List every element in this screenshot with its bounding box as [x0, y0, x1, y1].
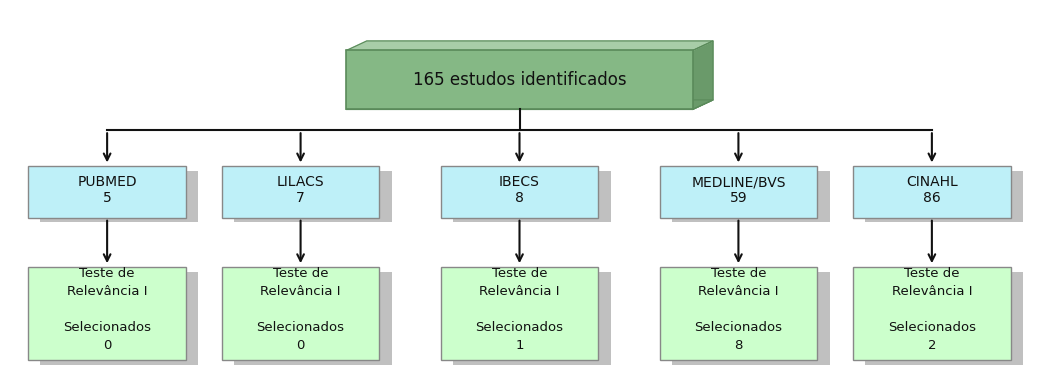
FancyBboxPatch shape [865, 272, 1023, 365]
FancyBboxPatch shape [234, 272, 392, 365]
FancyBboxPatch shape [453, 272, 611, 365]
Text: Teste de
Relevância I

Selecionados
2: Teste de Relevância I Selecionados 2 [888, 267, 976, 352]
Text: IBECS
8: IBECS 8 [499, 175, 540, 205]
Text: LILACS
7: LILACS 7 [276, 175, 324, 205]
Text: 165 estudos identificados: 165 estudos identificados [412, 71, 627, 89]
Text: Teste de
Relevância I

Selecionados
1: Teste de Relevância I Selecionados 1 [476, 267, 563, 352]
FancyBboxPatch shape [441, 267, 598, 360]
FancyBboxPatch shape [453, 171, 611, 222]
FancyBboxPatch shape [660, 267, 818, 360]
FancyBboxPatch shape [28, 267, 186, 360]
Text: Teste de
Relevância I

Selecionados
0: Teste de Relevância I Selecionados 0 [257, 267, 345, 352]
FancyBboxPatch shape [865, 171, 1023, 222]
FancyBboxPatch shape [28, 166, 186, 218]
Text: PUBMED
5: PUBMED 5 [77, 175, 137, 205]
FancyBboxPatch shape [441, 166, 598, 218]
FancyBboxPatch shape [41, 272, 198, 365]
FancyBboxPatch shape [660, 166, 818, 218]
FancyBboxPatch shape [221, 267, 379, 360]
Text: Teste de
Relevância I

Selecionados
8: Teste de Relevância I Selecionados 8 [694, 267, 782, 352]
FancyBboxPatch shape [346, 50, 693, 109]
FancyBboxPatch shape [234, 171, 392, 222]
FancyBboxPatch shape [221, 166, 379, 218]
Polygon shape [346, 100, 713, 109]
FancyBboxPatch shape [853, 166, 1011, 218]
Text: CINAHL
86: CINAHL 86 [906, 175, 958, 205]
Text: MEDLINE/BVS
59: MEDLINE/BVS 59 [691, 175, 785, 205]
FancyBboxPatch shape [41, 171, 198, 222]
FancyBboxPatch shape [672, 272, 829, 365]
Polygon shape [693, 41, 713, 109]
FancyBboxPatch shape [853, 267, 1011, 360]
Polygon shape [346, 41, 713, 50]
Text: Teste de
Relevância I

Selecionados
0: Teste de Relevância I Selecionados 0 [63, 267, 151, 352]
FancyBboxPatch shape [672, 171, 829, 222]
